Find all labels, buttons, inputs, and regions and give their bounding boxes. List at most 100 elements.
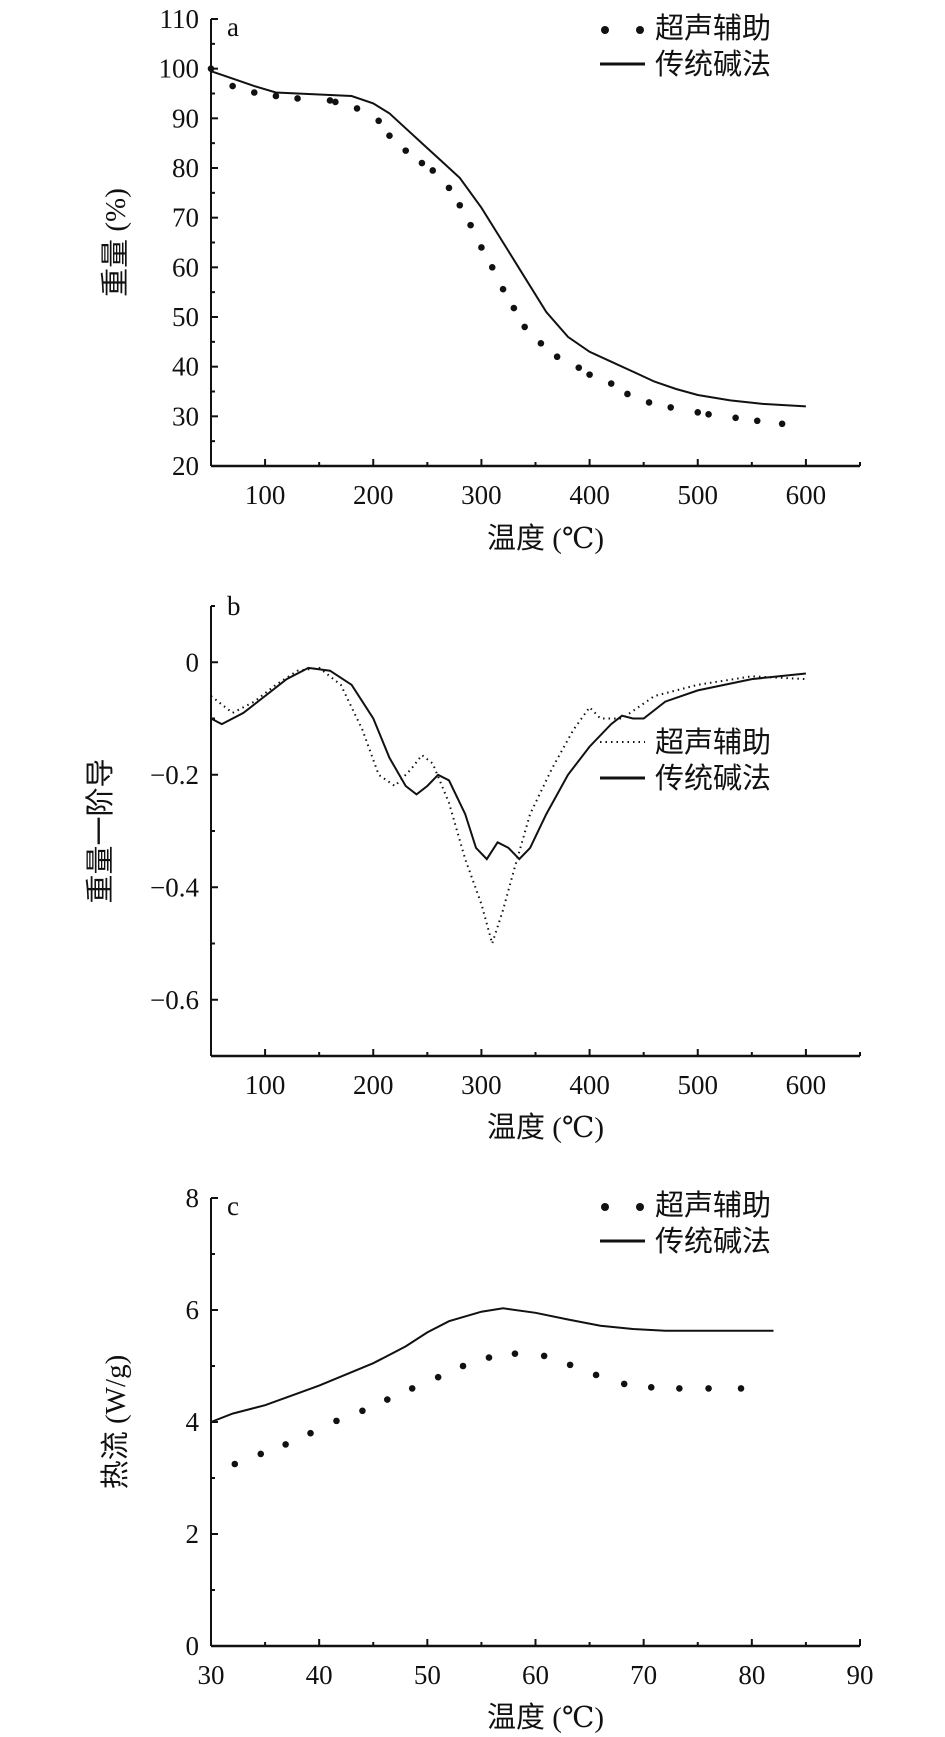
data-point-ultrasonic: [488, 264, 496, 271]
y-tick-label: 50: [172, 302, 199, 332]
chart-panel-a: 100 200 300 400 500 600 20 30 40 50 60 70 80 90 100 110…: [99, 4, 861, 555]
legend-swatch-ultrasonic: [636, 1203, 644, 1211]
series-line-traditional: [210, 70, 806, 408]
data-point-ultrasonic: [282, 1441, 289, 1448]
series-dotted-ultrasonic: [210, 666, 806, 947]
data-point-ultrasonic: [478, 244, 485, 251]
data-point-ultrasonic: [624, 390, 631, 398]
x-tick-label: 50: [414, 1660, 441, 1690]
y-axis-label: 重量 (%): [99, 188, 132, 297]
x-tick-label: 600: [786, 1070, 827, 1100]
chart-panel-c: 30 40 50 60 70 80 90 0 2 4 6 8 c 温度 (℃) 热流 (W/g) 超声辅助传统…: [99, 1183, 874, 1734]
data-point-ultrasonic: [429, 167, 437, 174]
legend-label-ultrasonic: 超声辅助: [655, 726, 771, 759]
data-point-ultrasonic: [359, 1407, 366, 1415]
data-point-ultrasonic: [540, 1352, 548, 1360]
data-point-ultrasonic: [499, 285, 507, 293]
y-tick-label: 0: [186, 647, 200, 677]
y-tick-label: 8: [186, 1183, 200, 1213]
y-tick-label: 110: [160, 4, 200, 34]
data-point-ultrasonic: [456, 201, 464, 209]
data-point-ultrasonic: [694, 409, 702, 416]
data-point-ultrasonic: [257, 1450, 265, 1458]
x-tick-label: 100: [245, 480, 286, 510]
x-tick-label: 90: [847, 1660, 874, 1690]
data-point-ultrasonic: [566, 1361, 574, 1369]
data-point-ultrasonic: [705, 1385, 712, 1392]
data-point-ultrasonic: [467, 221, 474, 229]
data-point-ultrasonic: [332, 98, 339, 106]
y-tick-label: 6: [186, 1295, 200, 1325]
data-point-ultrasonic: [705, 411, 712, 418]
data-point-ultrasonic: [353, 105, 361, 112]
x-tick-label: 80: [738, 1660, 765, 1690]
y-tick-label: 30: [172, 401, 199, 431]
data-point-ultrasonic: [386, 132, 393, 140]
data-point-ultrasonic: [737, 1385, 745, 1392]
data-point-ultrasonic: [645, 399, 653, 406]
data-point-ultrasonic: [207, 65, 215, 72]
data-point-ultrasonic: [250, 89, 258, 96]
x-tick-label: 40: [306, 1660, 333, 1690]
y-tick-label: 80: [172, 153, 199, 183]
x-tick-label: 400: [569, 1070, 610, 1100]
data-point-ultrasonic: [607, 380, 615, 387]
y-axis-label: 重量一阶导: [84, 758, 117, 903]
panel-label: a: [227, 12, 239, 42]
data-point-ultrasonic: [732, 414, 739, 422]
legend-label-ultrasonic: 超声辅助: [655, 12, 771, 45]
data-point-ultrasonic: [418, 159, 426, 167]
x-tick-label: 200: [353, 1070, 394, 1100]
x-tick-label: 300: [461, 480, 502, 510]
data-point-ultrasonic: [485, 1354, 493, 1361]
legend-label-traditional: 传统碱法: [655, 762, 771, 795]
data-point-ultrasonic: [667, 404, 675, 411]
y-axis-label: 热流 (W/g): [99, 1355, 132, 1490]
data-point-ultrasonic: [521, 323, 528, 331]
chart-panel-b: 100 200 300 400 500 600 −0.6 −0.4 −0.2 0b 温度 (℃) 重量…: [84, 591, 861, 1144]
y-tick-label: −0.6: [150, 985, 199, 1015]
y-tick-label: 2: [186, 1519, 200, 1549]
data-point-ultrasonic: [459, 1362, 467, 1370]
legend-label-traditional: 传统碱法: [655, 48, 771, 81]
x-tick-label: 300: [461, 1070, 502, 1100]
data-point-ultrasonic: [575, 364, 583, 371]
x-tick-label: 200: [353, 480, 394, 510]
legend-swatch-ultrasonic: [636, 26, 644, 34]
x-tick-label: 60: [522, 1660, 549, 1690]
data-point-ultrasonic: [294, 95, 301, 102]
data-point-ultrasonic: [408, 1385, 416, 1392]
data-point-ultrasonic: [326, 97, 334, 104]
x-tick-label: 100: [245, 1070, 286, 1100]
data-point-ultrasonic: [434, 1373, 442, 1381]
legend-label-ultrasonic: 超声辅助: [655, 1189, 771, 1222]
data-point-ultrasonic: [307, 1429, 314, 1437]
data-point-ultrasonic: [231, 1460, 239, 1468]
x-axis-label: 温度 (℃): [487, 1111, 604, 1144]
data-point-ultrasonic: [445, 184, 453, 192]
data-point-ultrasonic: [592, 1371, 600, 1379]
legend-label-traditional: 传统碱法: [655, 1225, 771, 1258]
data-point-ultrasonic: [620, 1380, 628, 1388]
data-point-ultrasonic: [333, 1417, 340, 1425]
x-tick-label: 400: [569, 480, 610, 510]
y-tick-label: −0.4: [150, 872, 199, 902]
y-tick-label: 20: [172, 451, 199, 481]
y-tick-label: 40: [172, 352, 199, 382]
x-tick-label: 500: [678, 480, 719, 510]
legend-swatch-ultrasonic: [601, 1203, 609, 1211]
y-tick-label: 0: [186, 1631, 200, 1661]
data-point-ultrasonic: [676, 1385, 683, 1392]
data-point-ultrasonic: [778, 420, 786, 428]
series-line-traditional: [210, 666, 807, 861]
x-tick-label: 600: [786, 480, 827, 510]
data-point-ultrasonic: [753, 417, 761, 425]
x-axis-label: 温度 (℃): [487, 522, 604, 555]
data-point-ultrasonic: [272, 92, 280, 100]
data-point-ultrasonic: [586, 371, 593, 378]
data-point-ultrasonic: [510, 304, 518, 312]
data-point-ultrasonic: [537, 340, 545, 347]
